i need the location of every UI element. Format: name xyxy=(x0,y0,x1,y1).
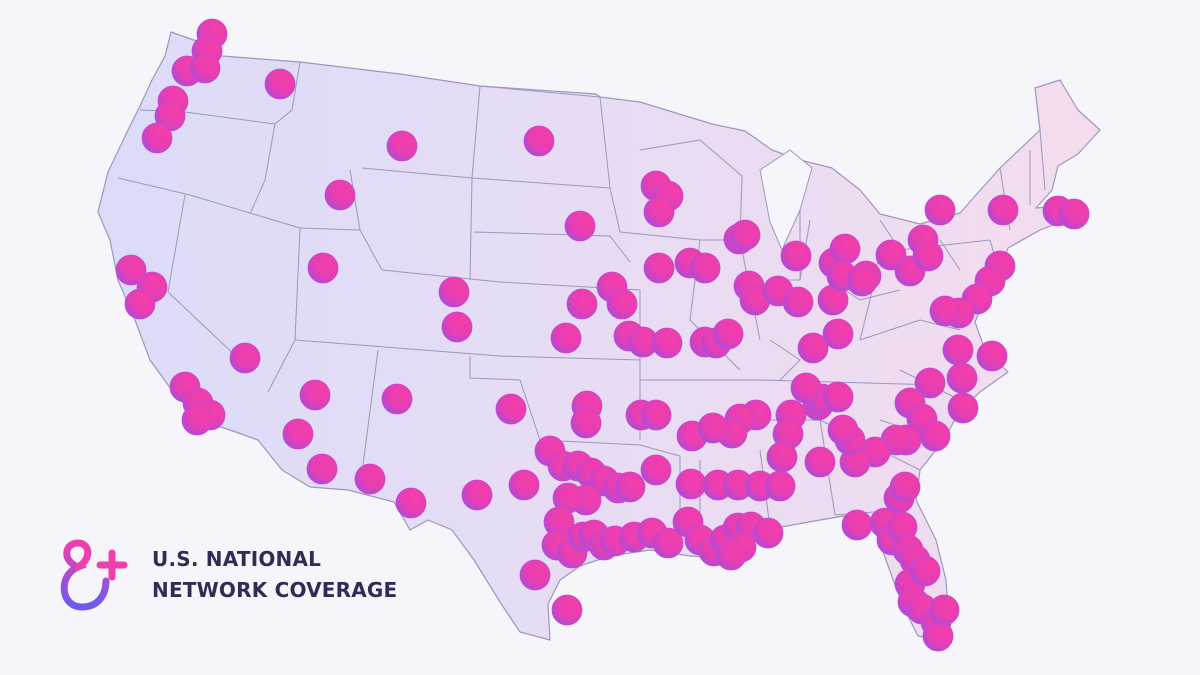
coverage-marker xyxy=(922,620,954,652)
coverage-marker xyxy=(782,286,814,318)
coverage-marker xyxy=(928,594,960,626)
coverage-marker xyxy=(264,68,296,100)
coverage-marker xyxy=(976,340,1008,372)
coverage-marker xyxy=(909,555,941,587)
coverage-marker xyxy=(764,470,796,502)
coverage-marker xyxy=(822,318,854,350)
coverage-marker xyxy=(947,392,979,424)
coverage-marker xyxy=(495,393,527,425)
coverage-marker xyxy=(354,463,386,495)
coverage-marker xyxy=(438,276,470,308)
coverage-marker xyxy=(987,194,1019,226)
coverage-marker xyxy=(652,527,684,559)
coverage-marker xyxy=(189,52,221,84)
coverage-marker xyxy=(942,334,974,366)
state-borders xyxy=(117,61,1046,530)
coverage-marker xyxy=(324,179,356,211)
coverage-marker xyxy=(804,446,836,478)
coverage-marker xyxy=(797,332,829,364)
coverage-marker xyxy=(299,379,331,411)
coverage-marker xyxy=(115,254,147,286)
ampersand-plus-logo xyxy=(60,539,128,611)
coverage-marker xyxy=(841,509,873,541)
coverage-marker xyxy=(614,471,646,503)
coverage-marker xyxy=(766,441,798,473)
coverage-marker xyxy=(307,252,339,284)
coverage-marker xyxy=(564,210,596,242)
coverage-marker xyxy=(441,311,473,343)
coverage-marker xyxy=(508,469,540,501)
coverage-marker xyxy=(929,295,961,327)
coverage-marker xyxy=(675,468,707,500)
coverage-marker xyxy=(689,252,721,284)
coverage-marker xyxy=(729,219,761,251)
coverage-marker xyxy=(919,420,951,452)
coverage-marker xyxy=(570,407,602,439)
coverage-marker xyxy=(946,362,978,394)
brand-block: U.S. NATIONAL NETWORK COVERAGE xyxy=(50,535,397,615)
network-markers xyxy=(115,18,1090,652)
coverage-marker xyxy=(141,122,173,154)
coverage-marker xyxy=(712,318,744,350)
brand-title: U.S. NATIONAL NETWORK COVERAGE xyxy=(152,544,397,606)
coverage-marker xyxy=(229,342,261,374)
great-lakes-outline xyxy=(759,149,813,252)
coverage-marker xyxy=(780,240,812,272)
coverage-marker xyxy=(912,240,944,272)
coverage-marker xyxy=(752,517,784,549)
coverage-marker xyxy=(551,594,583,626)
coverage-marker xyxy=(643,252,675,284)
coverage-marker xyxy=(386,130,418,162)
coverage-marker xyxy=(697,412,729,444)
coverage-marker xyxy=(829,233,861,265)
coverage-marker xyxy=(640,399,672,431)
coverage-marker xyxy=(924,194,956,226)
coverage-marker xyxy=(519,559,551,591)
coverage-marker xyxy=(889,471,921,503)
coverage-marker xyxy=(306,453,338,485)
coverage-marker xyxy=(395,487,427,519)
coverage-marker xyxy=(606,288,638,320)
coverage-marker xyxy=(651,327,683,359)
coverage-marker xyxy=(381,383,413,415)
coverage-marker xyxy=(827,414,859,446)
coverage-marker xyxy=(124,288,156,320)
coverage-marker xyxy=(640,454,672,486)
coverage-marker xyxy=(523,125,555,157)
brand-title-line-2: NETWORK COVERAGE xyxy=(152,578,398,602)
coverage-marker xyxy=(282,418,314,450)
coverage-marker xyxy=(566,288,598,320)
coverage-marker xyxy=(914,367,946,399)
coverage-marker xyxy=(643,196,675,228)
coverage-marker xyxy=(822,381,854,413)
coverage-marker xyxy=(715,539,747,571)
coverage-marker xyxy=(461,479,493,511)
coverage-marker xyxy=(846,265,878,297)
brand-title-line-1: U.S. NATIONAL xyxy=(152,547,322,571)
coverage-marker xyxy=(1058,198,1090,230)
coverage-marker xyxy=(550,322,582,354)
coverage-marker xyxy=(790,372,822,404)
coverage-marker xyxy=(181,404,213,436)
